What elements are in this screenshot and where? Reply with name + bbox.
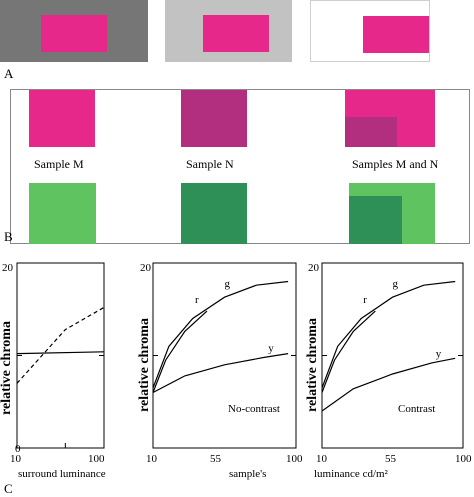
chart-surround-luminance: 10 100 0 20 surround luminance relative … bbox=[0, 262, 106, 480]
x-tick-label: 10 bbox=[146, 453, 158, 465]
chart-annotation: No-contrast bbox=[228, 403, 280, 415]
sample-m-swatch bbox=[29, 90, 95, 147]
chart-frame bbox=[16, 262, 105, 449]
series-line bbox=[16, 351, 105, 355]
series-label-y: y bbox=[436, 348, 442, 360]
panel-c-label: C bbox=[4, 481, 13, 496]
y-axis-label: relative chroma bbox=[137, 318, 152, 412]
x-tick-label: 100 bbox=[455, 453, 472, 465]
y-tick-label: 20 bbox=[2, 262, 14, 274]
series-label-g: g bbox=[225, 278, 231, 290]
series-line-g bbox=[152, 280, 289, 389]
x-tick-label: 55 bbox=[210, 453, 222, 465]
y-tick-label: 20 bbox=[140, 262, 152, 274]
green-sample-n-swatch bbox=[181, 183, 247, 244]
x-axis-label: sample's bbox=[229, 468, 266, 480]
sample-n-part bbox=[345, 117, 397, 147]
x-axis-label: luminance cd/m² bbox=[314, 468, 389, 480]
sample-n-label: Sample N bbox=[186, 157, 234, 171]
magenta-sample bbox=[41, 15, 107, 52]
series-line-r bbox=[152, 310, 208, 393]
sample-n-swatch bbox=[181, 90, 247, 147]
y-tick-label: 0 bbox=[15, 443, 21, 455]
x-tick-label: 10 bbox=[316, 453, 328, 465]
series-label-y: y bbox=[268, 342, 274, 354]
y-axis-label: relative chroma bbox=[0, 321, 14, 415]
x-tick-label: 100 bbox=[88, 453, 105, 465]
series-line-y bbox=[321, 357, 456, 412]
chart-annotation: Contrast bbox=[398, 403, 435, 415]
chart-no-contrast: g r y 10 55 100 20 sample's relative chrom… bbox=[137, 262, 303, 480]
panel-a-label: A bbox=[4, 66, 14, 81]
x-tick-label: 55 bbox=[385, 453, 397, 465]
series-label-r: r bbox=[195, 294, 199, 306]
y-axis-label: relative chroma bbox=[305, 318, 320, 412]
series-line-g bbox=[321, 280, 456, 389]
green-sample-n-part bbox=[349, 196, 402, 244]
panel-a-white-surround bbox=[310, 0, 430, 62]
x-tick-label: 10 bbox=[10, 453, 22, 465]
x-axis-label: surround luminance bbox=[18, 468, 106, 480]
series-line-r bbox=[321, 310, 376, 393]
panel-b-label: B bbox=[4, 229, 13, 244]
samples-m-and-n-swatch bbox=[345, 90, 435, 147]
series-line bbox=[16, 306, 105, 384]
chart-contrast: g r y 10 55 100 20 luminance cd/m² relativ… bbox=[305, 262, 472, 480]
samples-m-and-n-label: Samples M and N bbox=[352, 157, 439, 171]
green-sample-m-swatch bbox=[29, 183, 96, 244]
chart-frame bbox=[321, 262, 464, 449]
series-line-y bbox=[152, 353, 289, 394]
magenta-sample bbox=[363, 16, 429, 53]
green-samples-m-and-n-swatch bbox=[349, 183, 435, 244]
sample-m-label: Sample M bbox=[34, 157, 84, 171]
series-label-g: g bbox=[393, 278, 399, 290]
panel-a-light-surround bbox=[165, 0, 292, 62]
panel-c-charts: 10 100 0 20 surround luminance relative … bbox=[0, 262, 472, 480]
series-label-r: r bbox=[363, 294, 367, 306]
magenta-sample bbox=[203, 15, 269, 52]
x-tick-label: 100 bbox=[286, 453, 303, 465]
y-tick-label: 20 bbox=[308, 262, 320, 274]
panel-a-dark-surround bbox=[0, 0, 148, 62]
